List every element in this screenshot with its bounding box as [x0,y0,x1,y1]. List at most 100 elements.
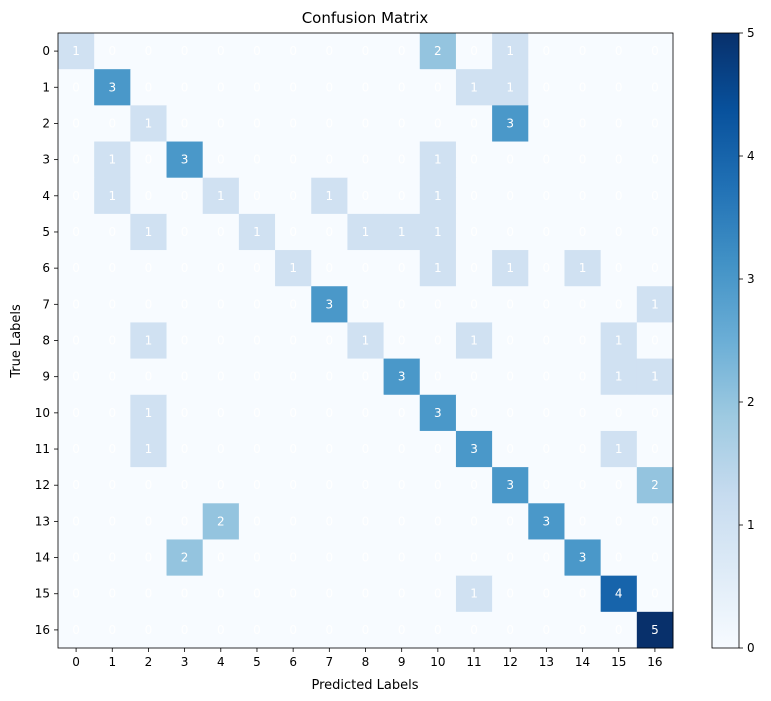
heatmap-cell [347,575,385,613]
heatmap-cell [455,539,493,577]
heatmap-cell-label: 1 [615,370,623,384]
heatmap-cell-label: 0 [615,623,623,637]
heatmap-cell [166,503,204,540]
y-tick-label: 13 [35,514,50,528]
heatmap-cell-label: 0 [217,80,225,94]
x-tick-label: 14 [575,655,590,669]
heatmap-cell [564,358,602,396]
heatmap-cell [600,286,638,323]
heatmap-cell [94,467,131,504]
heatmap-cell [311,575,348,613]
heatmap-cell-label: 0 [145,189,153,203]
heatmap-cell-label: 0 [217,153,225,167]
y-tick-label: 14 [35,551,50,565]
heatmap-cell-label: 1 [506,44,514,58]
heatmap-cell [202,105,240,143]
x-tick-label: 9 [398,655,406,669]
heatmap-cell-label: 0 [362,623,370,637]
heatmap-cell-label: 0 [72,442,80,456]
heatmap-cell [528,286,565,323]
heatmap-cell [455,213,493,251]
heatmap-cell [419,322,457,360]
heatmap-cell [166,105,204,143]
heatmap-cell [383,33,421,70]
heatmap-cell [383,503,421,540]
heatmap-cell-label: 0 [253,297,261,311]
heatmap-cell [238,503,276,540]
heatmap-cell [130,105,168,143]
heatmap-cell-label: 0 [506,297,514,311]
heatmap-cell [202,213,240,251]
x-tick-label: 0 [72,655,80,669]
heatmap-cell [528,177,565,215]
heatmap-cell-label: 0 [145,551,153,565]
heatmap-cell [58,177,95,215]
heatmap-cell [311,467,348,504]
heatmap-cell-label: 0 [506,406,514,420]
heatmap-cell-label: 3 [506,116,514,130]
heatmap-cell-label: 0 [181,514,189,528]
heatmap-cell-label: 0 [615,478,623,492]
heatmap-cell-label: 0 [579,116,587,130]
x-tick-label: 2 [145,655,153,669]
heatmap-cell-label: 3 [579,551,587,565]
y-tick-label: 11 [35,442,50,456]
heatmap-cell [166,611,204,649]
heatmap-cell-label: 0 [579,514,587,528]
heatmap-cell [455,503,493,540]
heatmap-cell-label: 0 [651,80,659,94]
heatmap-cell-label: 0 [289,478,297,492]
heatmap-cell-label: 0 [326,116,334,130]
heatmap-cell-label: 1 [434,225,442,239]
x-tick-label: 10 [430,655,445,669]
heatmap-cell-label: 0 [470,116,478,130]
heatmap-cell [202,286,240,323]
heatmap-cell-label: 0 [253,44,261,58]
heatmap-cell [238,358,276,396]
heatmap-cell [311,539,348,577]
heatmap-cell-label: 0 [579,587,587,601]
heatmap-cell-label: 0 [145,80,153,94]
heatmap-cell-label: 0 [543,80,551,94]
heatmap-cell [311,69,348,106]
heatmap-cell [94,394,131,432]
heatmap-cell [564,105,602,143]
heatmap-cell-label: 1 [434,153,442,167]
heatmap-cell-label: 0 [651,153,659,167]
heatmap-cell-label: 2 [181,551,189,565]
heatmap-cell [94,286,131,323]
heatmap-cell-label: 0 [72,80,80,94]
heatmap-cell-label: 0 [579,44,587,58]
heatmap-cell [311,503,348,540]
heatmap-cell [347,322,385,360]
heatmap-cell-label: 0 [72,334,80,348]
heatmap-cell [238,213,276,251]
heatmap-cell [202,358,240,396]
heatmap-cell-label: 0 [579,225,587,239]
heatmap-cell [311,611,348,649]
heatmap-cell-label: 0 [72,116,80,130]
heatmap-cell-label: 0 [217,551,225,565]
heatmap-cell-label: 0 [398,514,406,528]
heatmap-cell-label: 1 [289,261,297,275]
heatmap-cell-label: 0 [579,442,587,456]
heatmap-cell-label: 1 [72,44,80,58]
heatmap-cell-label: 0 [181,334,189,348]
heatmap-cell [238,141,276,179]
heatmap-cell [94,322,131,360]
heatmap-cell [347,467,385,504]
heatmap-cell-label: 1 [506,80,514,94]
heatmap-cell [492,467,529,504]
heatmap-cell-label: 0 [470,225,478,239]
heatmap-cell-label: 1 [326,189,334,203]
heatmap-cell-label: 1 [470,334,478,348]
heatmap-cell [166,430,204,468]
heatmap-cell-label: 0 [470,406,478,420]
heatmap-cell [492,611,529,649]
heatmap-cell [383,575,421,613]
heatmap-cell-label: 0 [181,225,189,239]
heatmap-cell-label: 0 [651,189,659,203]
heatmap-cell-label: 0 [651,551,659,565]
x-tick-label: 12 [503,655,518,669]
x-axis-ticks: 0 1 2 3 4 5 6 7 8 9 10 11 12 13 14 15 16 [72,648,663,669]
